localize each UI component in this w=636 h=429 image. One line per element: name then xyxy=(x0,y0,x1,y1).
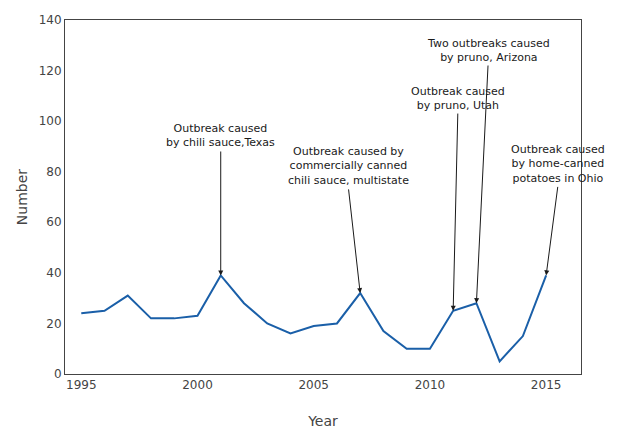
svg-text:Two outbreaks causedby pruno,: Two outbreaks causedby pruno, Arizona xyxy=(427,37,550,64)
svg-text:1995: 1995 xyxy=(66,378,97,392)
svg-text:2005: 2005 xyxy=(298,378,329,392)
svg-text:Outbreak causedby chili sauce,: Outbreak causedby chili sauce,Texas xyxy=(166,122,275,149)
svg-text:0: 0 xyxy=(54,367,62,381)
svg-text:120: 120 xyxy=(39,64,62,78)
svg-text:2015: 2015 xyxy=(531,378,562,392)
svg-text:Outbreak caused bycommercially: Outbreak caused bycommercially cannedchi… xyxy=(288,145,409,187)
svg-text:60: 60 xyxy=(46,215,61,229)
svg-text:140: 140 xyxy=(39,13,62,27)
svg-text:2000: 2000 xyxy=(182,378,213,392)
svg-text:80: 80 xyxy=(46,165,61,179)
svg-text:20: 20 xyxy=(46,317,61,331)
svg-text:Number: Number xyxy=(14,169,30,225)
svg-text:Outbreak causedby home-cannedp: Outbreak causedby home-cannedpotatoes in… xyxy=(511,143,605,185)
svg-text:100: 100 xyxy=(39,114,62,128)
svg-text:2010: 2010 xyxy=(415,378,446,392)
svg-text:40: 40 xyxy=(46,266,61,280)
svg-text:Outbreak causedby pruno, Utah: Outbreak causedby pruno, Utah xyxy=(411,85,505,112)
svg-text:Year: Year xyxy=(307,413,338,429)
